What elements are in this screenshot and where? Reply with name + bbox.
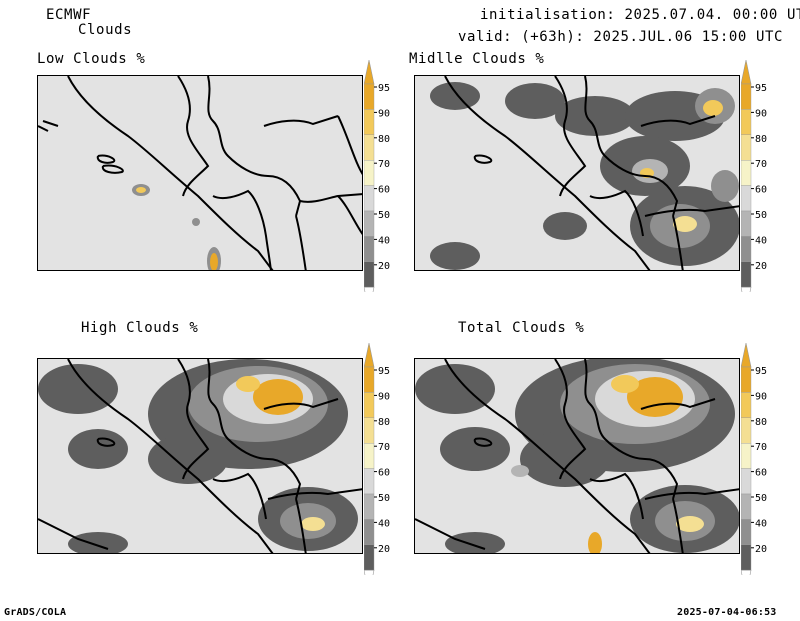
colorbar-segment <box>740 544 752 571</box>
colorbar-tick-label: 60 <box>378 185 390 196</box>
colorbar-segment <box>363 366 375 393</box>
valid-time: valid: (+63h): 2025.JUL.06 15:00 UTC <box>458 29 784 45</box>
colorbar-graphic: 95 90 80 70 60 50 40 20 <box>740 59 767 312</box>
map-panel-total <box>414 358 740 554</box>
init-time: initialisation: 2025.07.04. 00:00 UTC <box>480 7 800 23</box>
colorbar-tick-label: 80 <box>755 134 767 145</box>
colorbar-segment <box>740 493 752 520</box>
colorbar-segment <box>740 210 752 237</box>
product-label: Clouds <box>78 22 133 38</box>
colorbar-tick-label: 80 <box>755 417 767 428</box>
colorbar-segment <box>740 442 752 469</box>
colorbar-segment <box>740 236 752 262</box>
colorbar-tick-label: 70 <box>755 442 767 453</box>
colorbar-tick-label: 20 <box>755 544 767 555</box>
colorbar-tick-label: 80 <box>378 417 390 428</box>
map-panel-high <box>37 358 363 554</box>
colorbar-segment <box>740 417 752 444</box>
colorbar-segment <box>740 159 752 186</box>
colorbar-tick-label: 60 <box>378 468 390 479</box>
colorbar-segment <box>740 261 752 288</box>
colorbar-segment <box>740 519 752 545</box>
map-high-layer <box>38 359 362 553</box>
colorbar-segment <box>740 109 752 136</box>
colorbar-tick-label: 50 <box>378 493 390 504</box>
colorbar-bottom-arrow <box>740 286 752 312</box>
colorbar-top-arrow <box>740 342 752 368</box>
panel-title-high: High Clouds % <box>81 320 199 336</box>
colorbar-tick-label: 20 <box>378 261 390 272</box>
colorbar-segment <box>740 185 752 212</box>
map-panel-low <box>37 75 363 271</box>
colorbar-segment <box>740 134 752 161</box>
colorbar-segment <box>363 134 375 161</box>
map-middle-layer <box>430 76 739 270</box>
colorbar-tick-label: 95 <box>378 83 390 94</box>
colorbar-bottom-arrow <box>363 569 375 595</box>
colorbar-tick-label: 95 <box>755 366 767 377</box>
colorbar-tick-label: 70 <box>755 159 767 170</box>
panel-title-low: Low Clouds % <box>37 51 146 67</box>
footer-left: GrADS/COLA <box>4 607 67 618</box>
map-panel-middle <box>414 75 740 271</box>
colorbar-tick-label: 90 <box>755 108 767 119</box>
colorbar-bottom-left: 95 90 80 70 60 50 40 20 <box>363 342 394 595</box>
colorbar-segment <box>740 468 752 495</box>
map-low-layer <box>38 76 362 270</box>
colorbar-tick-label: 90 <box>378 391 390 402</box>
colorbar-segment <box>740 83 752 110</box>
colorbar-segment <box>363 493 375 520</box>
colorbar-bottom-right: 95 90 80 70 60 50 40 20 <box>740 342 771 595</box>
colorbar-tick-label: 20 <box>755 261 767 272</box>
colorbar-segment <box>363 468 375 495</box>
colorbar-tick-label: 50 <box>755 493 767 504</box>
colorbar-bottom-arrow <box>740 569 752 595</box>
colorbar-tick-label: 50 <box>378 210 390 221</box>
panel-title-total: Total Clouds % <box>458 320 585 336</box>
colorbar-tick-label: 70 <box>378 442 390 453</box>
colorbar-tick-label: 70 <box>378 159 390 170</box>
colorbar-segment <box>363 544 375 571</box>
colorbar-top-left: 95 90 80 70 60 50 40 20 <box>363 59 394 312</box>
colorbar-segment <box>363 519 375 545</box>
colorbar-tick-label: 60 <box>755 468 767 479</box>
colorbar-segment <box>363 83 375 110</box>
map-total-layer <box>415 359 739 553</box>
panel-title-middle: Midlle Clouds % <box>409 51 545 67</box>
colorbar-segment <box>363 210 375 237</box>
colorbar-top-arrow <box>363 342 375 368</box>
colorbar-segment <box>363 261 375 288</box>
colorbar-top-arrow <box>363 59 375 85</box>
colorbar-segment <box>363 392 375 419</box>
colorbar-segment <box>363 185 375 212</box>
colorbar-tick-label: 40 <box>755 235 767 246</box>
colorbar-tick-label: 40 <box>378 235 390 246</box>
colorbar-tick-label: 40 <box>755 518 767 529</box>
colorbar-tick-label: 60 <box>755 185 767 196</box>
colorbar-segment <box>363 442 375 469</box>
colorbar-tick-label: 95 <box>378 366 390 377</box>
colorbar-top-right: 95 90 80 70 60 50 40 20 <box>740 59 771 312</box>
colorbar-segment <box>363 417 375 444</box>
colorbar-tick-label: 80 <box>378 134 390 145</box>
colorbar-graphic: 95 90 80 70 60 50 40 20 <box>740 342 767 595</box>
colorbar-tick-label: 95 <box>755 83 767 94</box>
colorbar-top-arrow <box>740 59 752 85</box>
colorbar-tick-label: 90 <box>755 391 767 402</box>
colorbar-segment <box>740 366 752 393</box>
colorbar-tick-label: 90 <box>378 108 390 119</box>
colorbar-tick-label: 20 <box>378 544 390 555</box>
colorbar-segment <box>740 392 752 419</box>
source-label: ECMWF <box>46 7 92 23</box>
colorbar-segment <box>363 236 375 262</box>
colorbar-tick-label: 50 <box>755 210 767 221</box>
colorbar-segment <box>363 109 375 136</box>
colorbar-bottom-arrow <box>363 286 375 312</box>
colorbar-segment <box>363 159 375 186</box>
footer-right: 2025-07-04-06:53 <box>677 607 777 618</box>
colorbar-graphic: 95 90 80 70 60 50 40 20 <box>363 342 390 595</box>
colorbar-graphic: 95 90 80 70 60 50 40 20 <box>363 59 390 312</box>
colorbar-tick-label: 40 <box>378 518 390 529</box>
